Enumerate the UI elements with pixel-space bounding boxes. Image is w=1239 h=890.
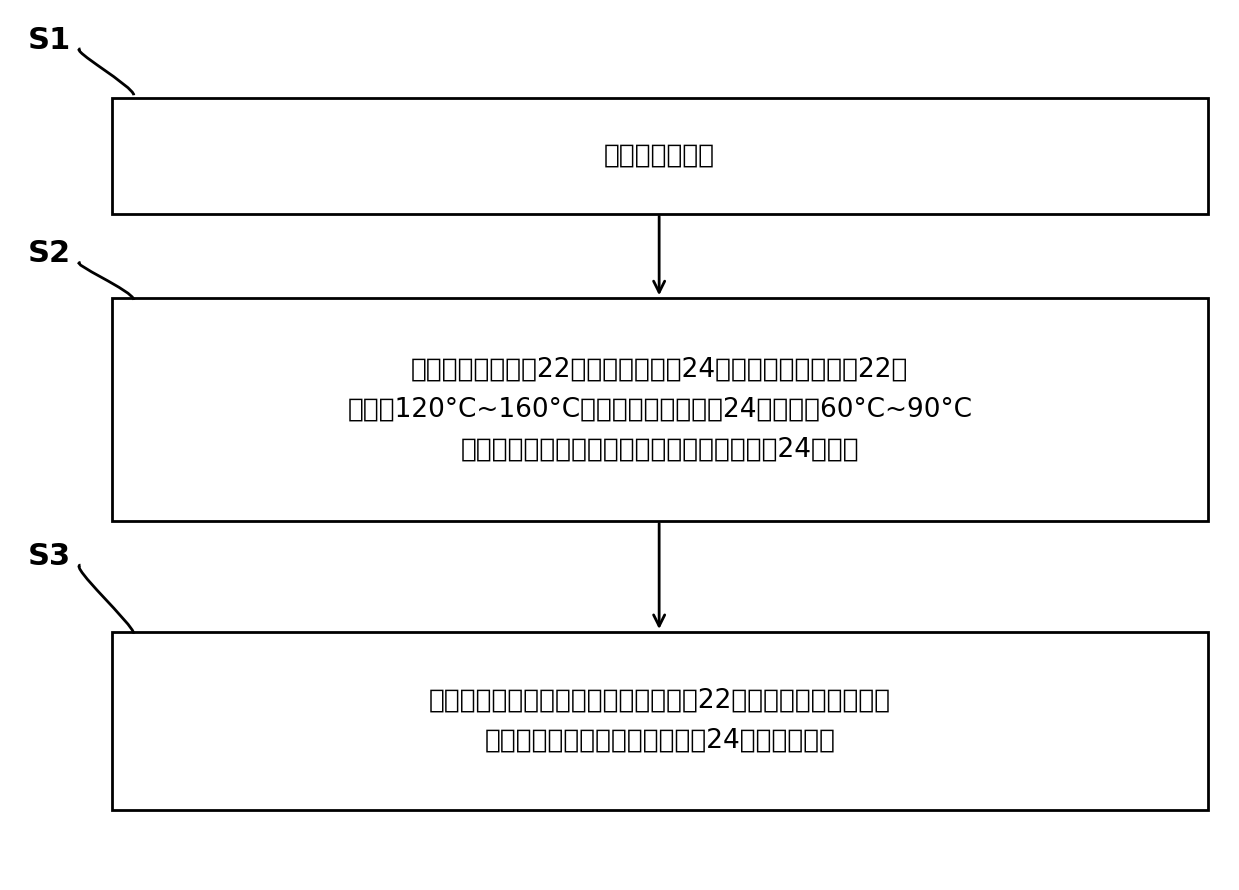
Text: 提供第二真空环堲22和第四真空环堲24，所述第二真空环堲22的
温度为120°C~160°C，所述第四真空环堲24的温度为60°C~90°C
，所述第二真空环境: 提供第二真空环堲22和第四真空环堲24，所述第二真空环堲22的 温度为120°C… xyxy=(347,356,973,463)
Bar xyxy=(112,632,1208,810)
Text: S3: S3 xyxy=(27,542,71,570)
Text: S1: S1 xyxy=(27,26,71,54)
Text: S2: S2 xyxy=(27,239,71,268)
Bar xyxy=(112,298,1208,521)
Bar xyxy=(112,98,1208,214)
Text: 将所述液晶面板置于所述第二真空环堲22一段时间后，再将所述
液晶面板置于所述第四真空环堲24中进行镀膜。: 将所述液晶面板置于所述第二真空环堲22一段时间后，再将所述 液晶面板置于所述第四… xyxy=(429,688,891,754)
Text: 提供液晶面板；: 提供液晶面板； xyxy=(605,142,715,169)
